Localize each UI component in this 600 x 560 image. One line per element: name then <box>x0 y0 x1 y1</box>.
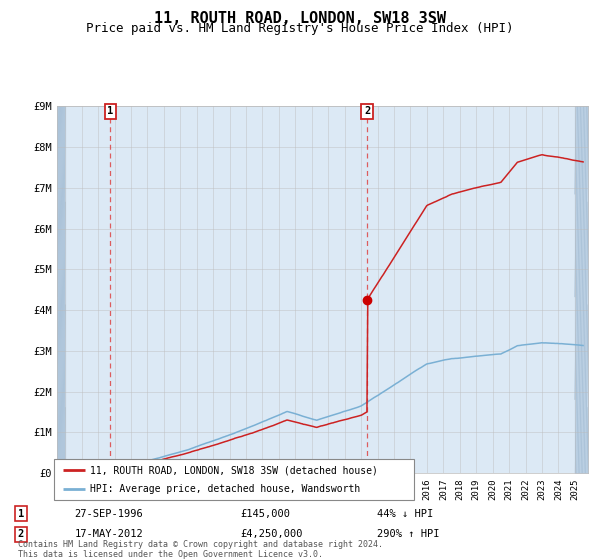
Text: 11, ROUTH ROAD, LONDON, SW18 3SW: 11, ROUTH ROAD, LONDON, SW18 3SW <box>154 11 446 26</box>
Text: 11, ROUTH ROAD, LONDON, SW18 3SW (detached house): 11, ROUTH ROAD, LONDON, SW18 3SW (detach… <box>90 465 378 475</box>
Text: 1: 1 <box>107 106 113 116</box>
Text: Contains HM Land Registry data © Crown copyright and database right 2024.
This d: Contains HM Land Registry data © Crown c… <box>18 540 383 559</box>
Text: 44% ↓ HPI: 44% ↓ HPI <box>377 508 433 519</box>
Text: 290% ↑ HPI: 290% ↑ HPI <box>377 529 440 539</box>
Text: £145,000: £145,000 <box>241 508 290 519</box>
Text: Price paid vs. HM Land Registry's House Price Index (HPI): Price paid vs. HM Land Registry's House … <box>86 22 514 35</box>
Text: 17-MAY-2012: 17-MAY-2012 <box>74 529 143 539</box>
Text: 1: 1 <box>17 508 24 519</box>
Text: 2: 2 <box>364 106 370 116</box>
Text: HPI: Average price, detached house, Wandsworth: HPI: Average price, detached house, Wand… <box>90 484 360 493</box>
Text: 27-SEP-1996: 27-SEP-1996 <box>74 508 143 519</box>
Text: £4,250,000: £4,250,000 <box>241 529 303 539</box>
Text: 2: 2 <box>17 529 24 539</box>
